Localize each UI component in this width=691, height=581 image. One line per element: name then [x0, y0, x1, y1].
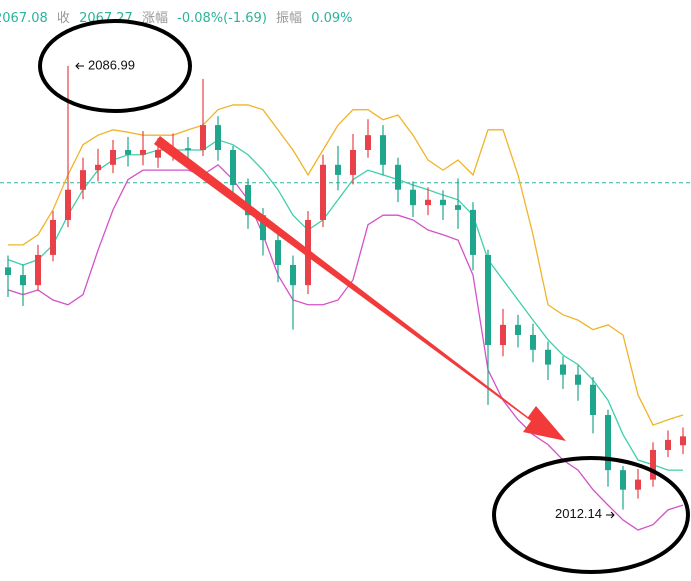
candle-body: [125, 149, 131, 155]
candle-body: [365, 135, 371, 150]
candle-body: [50, 219, 56, 255]
candle-body: [35, 254, 41, 286]
high-pointer: [75, 62, 84, 70]
change-value: -0.08%(-1.69): [177, 11, 267, 26]
candle-body: [80, 170, 86, 190]
amplitude-value: 0.09%: [311, 11, 353, 26]
candle-body: [455, 205, 461, 210]
candle-body: [260, 215, 266, 241]
candle-body: [515, 324, 521, 335]
candle-body: [410, 189, 416, 206]
candle-body: [380, 135, 386, 165]
candle-body: [680, 436, 686, 446]
candle-body: [650, 449, 656, 480]
candle-body: [140, 149, 146, 155]
trend-arrow: [154, 136, 566, 441]
candle-body: [560, 364, 566, 375]
candle-body: [245, 184, 251, 216]
candle-body: [545, 349, 551, 365]
band-line: [7, 139, 683, 471]
open-value: 2067.08: [0, 11, 48, 26]
candle-body: [590, 384, 596, 415]
candle-body: [665, 439, 671, 450]
low-pointer: [606, 511, 615, 519]
candle-body: [200, 125, 206, 150]
candle-body: [335, 164, 341, 175]
candle-body: [350, 149, 356, 175]
band-line: [8, 104, 684, 426]
candle-body: [5, 267, 11, 276]
candle-body: [20, 275, 26, 286]
candle-body: [185, 148, 191, 150]
candle-body: [620, 470, 626, 490]
close-label: 收: [56, 11, 70, 26]
candle-body: [425, 199, 431, 206]
amplitude-label: 振幅: [276, 11, 303, 26]
candle-body: [230, 149, 236, 185]
candle-body: [635, 479, 641, 490]
candle-body: [485, 254, 491, 346]
candle-body: [530, 334, 536, 350]
low-label: 2012.14: [555, 506, 602, 521]
candle-body: [95, 164, 101, 171]
candle-body: [110, 149, 116, 165]
candle-body: [605, 415, 611, 471]
plot: [0, 65, 691, 531]
candle-body: [575, 374, 581, 385]
candle-body: [275, 240, 281, 266]
change-label: 涨幅: [141, 11, 168, 26]
candle-body: [65, 189, 71, 220]
high-label: 2086.99: [88, 57, 135, 72]
candle-body: [395, 164, 401, 190]
candle-body: [440, 199, 446, 206]
candle-body: [215, 125, 221, 150]
candle-body: [320, 164, 326, 220]
candle-body: [155, 149, 161, 158]
high-circle: [38, 19, 192, 113]
band-line: [7, 163, 684, 531]
low-circle: [492, 456, 690, 574]
candle-body: [500, 324, 506, 346]
candle-body: [290, 265, 296, 286]
candle-body: [470, 209, 476, 255]
